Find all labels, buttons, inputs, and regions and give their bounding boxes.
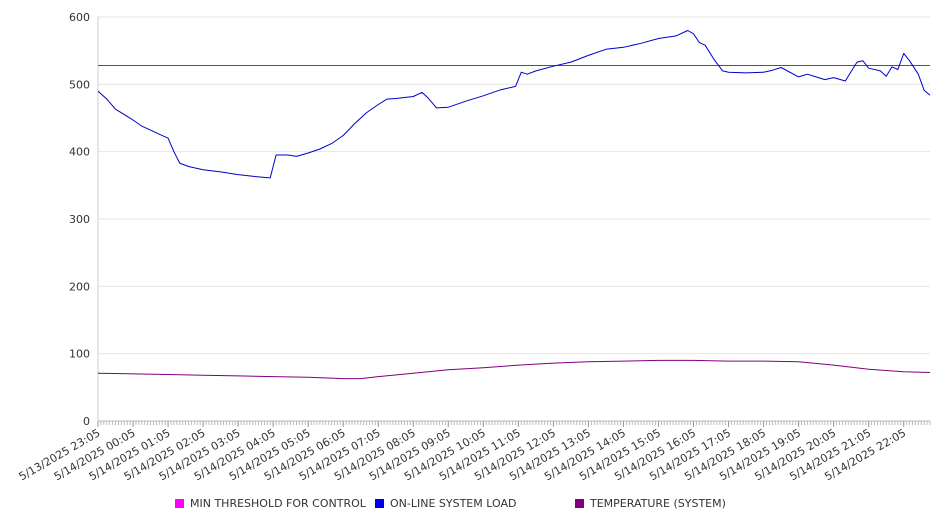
legend-swatch-system-load: [375, 499, 384, 508]
legend-label-temperature: TEMPERATURE (SYSTEM): [590, 497, 726, 510]
y-tick-label: 400: [69, 146, 90, 159]
legend-swatch-temperature: [575, 499, 584, 508]
legend-item-threshold[interactable]: MIN THRESHOLD FOR CONTROL: [175, 497, 366, 510]
legend-item-system-load[interactable]: ON-LINE SYSTEM LOAD: [375, 497, 516, 510]
legend-swatch-threshold: [175, 499, 184, 508]
y-tick-label: 200: [69, 280, 90, 293]
y-tick-label: 500: [69, 78, 90, 91]
legend: MIN THRESHOLD FOR CONTROL ON-LINE SYSTEM…: [0, 497, 946, 517]
series-line-temperature: [97, 359, 931, 380]
series-line-system-load: [97, 30, 931, 179]
series-lines: [97, 30, 931, 380]
legend-label-system-load: ON-LINE SYSTEM LOAD: [390, 497, 517, 510]
y-tick-label: 100: [69, 348, 90, 361]
y-tick-label: 300: [69, 213, 90, 226]
y-tick-label: 0: [83, 415, 90, 428]
legend-item-temperature[interactable]: TEMPERATURE (SYSTEM): [575, 497, 726, 510]
y-tick-label: 600: [69, 11, 90, 24]
grid-lines: [98, 16, 930, 355]
axes: [97, 17, 931, 427]
x-axis-ticks: 5/13/2025 23:055/14/2025 00:055/14/2025 …: [17, 426, 909, 483]
legend-label-threshold: MIN THRESHOLD FOR CONTROL: [190, 497, 366, 510]
y-axis-ticks: 0 100 200 300 400 500 600: [69, 11, 90, 428]
